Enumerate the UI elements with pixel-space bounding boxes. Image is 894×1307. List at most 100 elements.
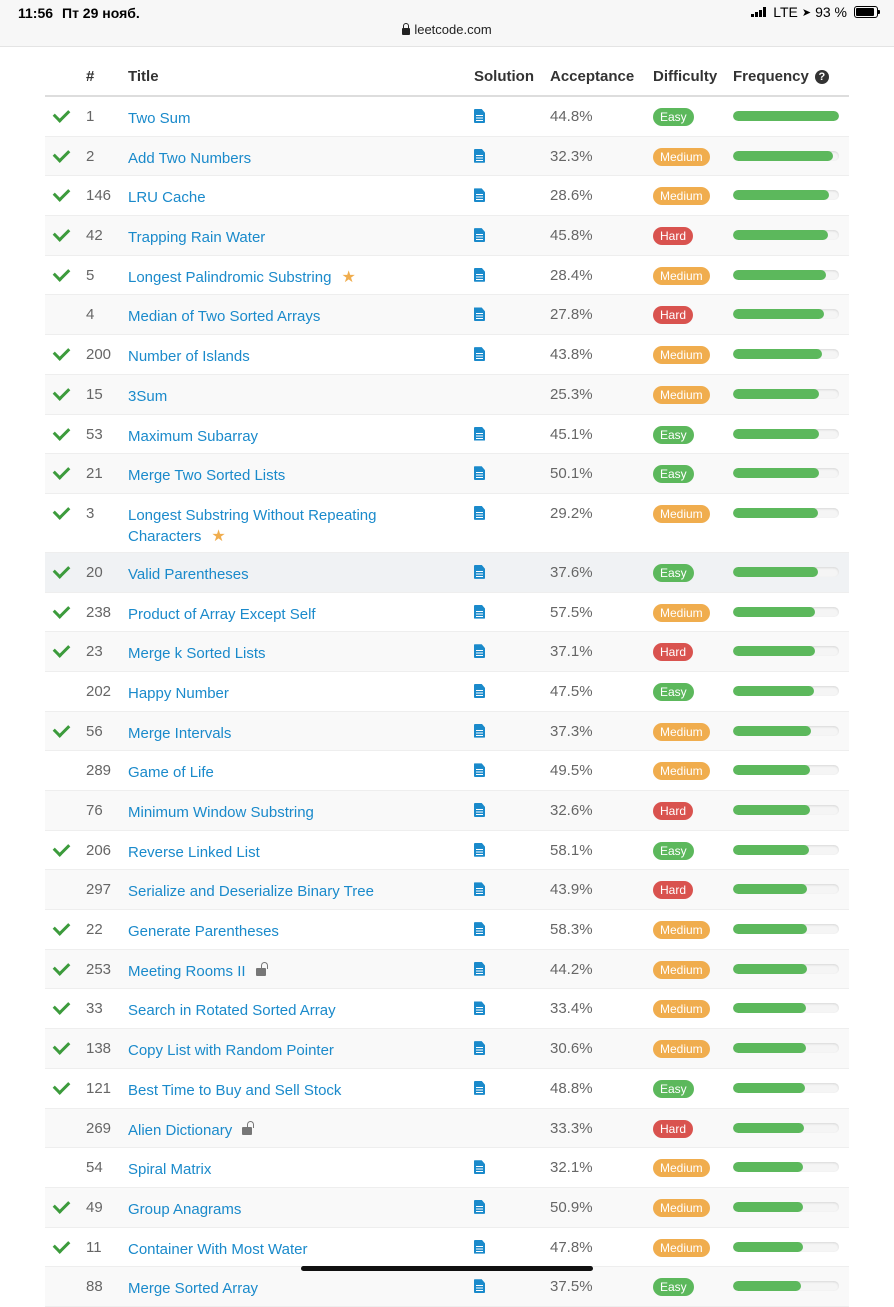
solution-doc-icon[interactable] (474, 803, 485, 817)
solution-doc-icon[interactable] (474, 267, 485, 282)
frequency-bar (733, 805, 839, 815)
problem-title-text: Group Anagrams (128, 1200, 242, 1218)
status-indicators: LTE ➤ 93 % (751, 4, 880, 20)
problem-title-link[interactable]: Add Two Numbers (128, 148, 398, 169)
problem-title-text: Merge Intervals (128, 724, 232, 742)
solved-check-icon (52, 343, 71, 361)
solution-doc-icon[interactable] (474, 1041, 485, 1056)
frequency-bar (733, 725, 839, 736)
solution-doc-icon[interactable] (474, 644, 485, 659)
difficulty-badge: Medium (653, 1040, 710, 1059)
problem-title-link[interactable]: Trapping Rain Water (128, 227, 398, 248)
problem-title-link[interactable]: Generate Parentheses (128, 921, 398, 942)
header-frequency[interactable]: Frequency? (733, 68, 829, 85)
frequency-fill (733, 884, 808, 895)
problem-title-link[interactable]: Meeting Rooms II (128, 961, 398, 982)
problem-title-link[interactable]: Maximum Subarray (128, 426, 398, 447)
problem-title-link[interactable]: Median of Two Sorted Arrays (128, 306, 398, 327)
solution-doc-icon[interactable] (474, 922, 485, 937)
solution-doc-icon[interactable] (474, 842, 485, 857)
problem-title-link[interactable]: Longest Palindromic Substring ★ (128, 267, 398, 288)
solution-doc-icon[interactable] (474, 148, 485, 163)
problem-title-link[interactable]: 3Sum (128, 386, 398, 407)
solution-doc-icon[interactable] (474, 1279, 485, 1294)
solution-doc-icon[interactable] (474, 1001, 485, 1016)
acceptance-rate: 32.6% (550, 802, 593, 819)
problem-title-link[interactable]: Merge Intervals (128, 723, 398, 744)
header-solution[interactable]: Solution (474, 68, 534, 85)
acceptance-rate: 58.1% (550, 841, 593, 859)
solution-doc-icon[interactable] (474, 763, 485, 778)
difficulty-badge: Medium (653, 187, 710, 206)
problem-title-link[interactable]: Container With Most Water (128, 1239, 398, 1260)
solved-check-icon (52, 1076, 71, 1095)
problem-title-link[interactable]: Number of Islands (128, 346, 398, 367)
problem-title-link[interactable]: Product of Array Except Self (128, 604, 398, 625)
header-num[interactable]: # (86, 68, 95, 85)
table-header: # Title Solution Acceptance Difficulty F… (45, 56, 849, 97)
problem-title-link[interactable]: Reverse Linked List (128, 842, 398, 863)
problem-title-link[interactable]: Spiral Matrix (128, 1159, 398, 1180)
solution-doc-icon[interactable] (474, 882, 485, 897)
frequency-fill (733, 1043, 807, 1054)
difficulty-badge: Medium (653, 346, 710, 365)
problem-title-link[interactable]: Two Sum (128, 108, 398, 129)
frequency-fill (733, 1201, 803, 1212)
problem-title-link[interactable]: Search in Rotated Sorted Array (128, 1000, 398, 1021)
difficulty-badge: Easy (653, 425, 694, 444)
problem-title-link[interactable]: Copy List with Random Pointer (128, 1040, 398, 1061)
solution-doc-icon[interactable] (474, 961, 485, 976)
problem-title-link[interactable]: Minimum Window Substring (128, 802, 398, 823)
solution-doc-icon[interactable] (474, 1199, 485, 1214)
solved-check-icon (52, 1196, 71, 1214)
problem-title-link[interactable]: Best Time to Buy and Sell Stock (128, 1080, 398, 1101)
solution-doc-icon[interactable] (474, 1080, 485, 1095)
problem-title-text: Happy Number (128, 684, 229, 702)
problem-title-link[interactable]: Merge Sorted Array (128, 1278, 398, 1299)
solution-doc-icon[interactable] (474, 466, 485, 481)
frequency-fill (733, 230, 829, 241)
solution-doc-icon[interactable] (474, 426, 485, 441)
table-row: 289 Game of Life 49.5% Medium (45, 751, 849, 791)
solution-doc-icon[interactable] (474, 188, 485, 203)
solution-doc-icon[interactable] (474, 564, 485, 579)
frequency-bar (733, 1082, 839, 1093)
solution-doc-icon[interactable] (474, 683, 485, 698)
header-title[interactable]: Title (128, 68, 159, 85)
solution-doc-icon[interactable] (474, 228, 485, 243)
problem-title-link[interactable]: Game of Life (128, 762, 398, 783)
address-bar[interactable]: leetcode.com (0, 22, 894, 37)
problem-number: 5 (86, 266, 95, 284)
problem-title-text: Game of Life (128, 764, 214, 782)
problem-title-link[interactable]: Serialize and Deserialize Binary Tree (128, 881, 398, 902)
problem-title-link[interactable]: Merge k Sorted Lists (128, 643, 398, 664)
solution-doc-icon[interactable] (474, 347, 485, 362)
table-row: 202 Happy Number 47.5% Easy (45, 672, 849, 712)
problem-title-text: Alien Dictionary (128, 1121, 233, 1139)
solved-check-icon (52, 422, 71, 441)
problem-title-link[interactable]: Longest Substring Without Repeating Char… (128, 505, 398, 547)
help-icon[interactable]: ? (814, 70, 829, 84)
solution-doc-icon[interactable] (474, 307, 485, 322)
problem-title-link[interactable]: Merge Two Sorted Lists (128, 465, 398, 486)
problem-title-link[interactable]: LRU Cache (128, 187, 398, 208)
solution-doc-icon[interactable] (474, 1239, 485, 1254)
header-difficulty[interactable]: Difficulty (653, 68, 718, 85)
problem-title-link[interactable]: Happy Number (128, 683, 398, 704)
solution-doc-icon[interactable] (474, 723, 485, 738)
solved-check-icon (52, 263, 71, 282)
header-acceptance[interactable]: Acceptance (550, 68, 635, 85)
acceptance-rate: 33.4% (550, 1000, 593, 1018)
frequency-bar (733, 468, 839, 479)
problem-title-link[interactable]: Valid Parentheses (128, 564, 398, 585)
problem-title-link[interactable]: Alien Dictionary (128, 1120, 398, 1141)
solution-doc-icon[interactable] (474, 109, 485, 123)
problem-title-link[interactable]: Group Anagrams (128, 1199, 398, 1220)
solved-check-icon (52, 462, 71, 481)
solution-doc-icon[interactable] (474, 1160, 485, 1175)
acceptance-rate: 48.8% (550, 1079, 593, 1097)
problem-number: 22 (86, 921, 103, 939)
table-row: 11 Container With Most Water 47.8% Medium (45, 1228, 849, 1268)
solution-doc-icon[interactable] (474, 604, 485, 619)
solution-doc-icon[interactable] (474, 505, 485, 520)
